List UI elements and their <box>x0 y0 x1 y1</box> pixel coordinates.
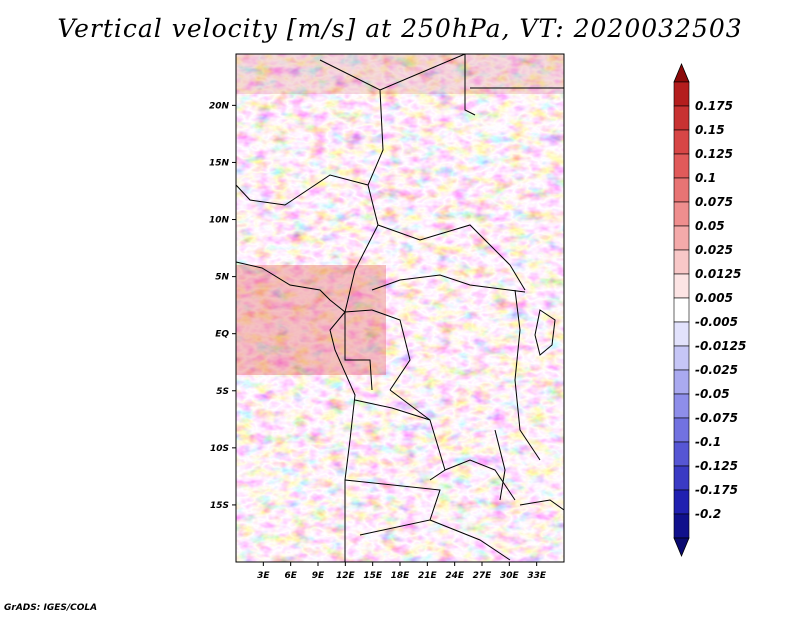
x-tick-label: 21E <box>418 571 438 581</box>
colorbar-swatch-2 <box>673 129 690 155</box>
colorbar-label: 0.025 <box>695 243 733 257</box>
colorbar-label: -0.2 <box>695 507 721 521</box>
colorbar: 0.175 0.15 0.125 0.1 0.075 0.05 0.025 0.0125 0.0… <box>673 62 746 558</box>
colorbar-swatch-6 <box>673 225 690 251</box>
colorbar-swatch-14 <box>673 417 690 443</box>
x-tick-label: 9E <box>312 571 325 581</box>
colorbar-swatch-8 <box>673 273 690 299</box>
colorbar-swatch-17 <box>673 489 690 515</box>
colorbar-label: -0.0125 <box>695 339 746 353</box>
colorbar-label: 0.05 <box>695 219 725 233</box>
x-tick-label: 12E <box>336 571 356 581</box>
colorbar-swatch-9 <box>673 297 690 323</box>
velocity-field <box>236 54 564 562</box>
colorbar-label: 0.075 <box>695 195 733 209</box>
x-tick-label: 3E <box>257 571 270 581</box>
y-axis: 20N 15N 10N 5N EQ 5S 10S 15S <box>209 101 236 511</box>
y-tick-label: 20N <box>209 101 230 111</box>
colorbar-label: -0.175 <box>695 483 738 497</box>
colorbar-label: 0.005 <box>695 291 733 305</box>
x-axis: 3E 6E 9E 12E 15E 18E 21E 24E 27E 30E 33E <box>257 562 547 581</box>
colorbar-label: -0.1 <box>695 435 721 449</box>
colorbar-label: -0.125 <box>695 459 738 473</box>
colorbar-swatch-11 <box>673 345 690 371</box>
colorbar-swatch-10 <box>673 321 690 347</box>
y-tick-label: 10S <box>210 444 229 454</box>
colorbar-swatch-7 <box>673 249 690 275</box>
x-tick-label: 33E <box>527 571 547 581</box>
colorbar-swatch-15 <box>673 441 690 467</box>
x-tick-label: 15E <box>363 571 383 581</box>
colorbar-label: 0.1 <box>695 171 716 185</box>
chart-title: Vertical velocity [m/s] at 250hPa, VT: 2… <box>57 14 743 43</box>
x-tick-label: 30E <box>500 571 520 581</box>
y-tick-label: 15S <box>210 501 229 511</box>
colorbar-swatch-13 <box>673 393 690 419</box>
colorbar-label: -0.005 <box>695 315 738 329</box>
x-tick-label: 18E <box>391 571 411 581</box>
y-tick-label: 10N <box>209 216 230 226</box>
y-tick-label: EQ <box>215 330 229 340</box>
border-lines <box>236 54 564 562</box>
colorbar-label: -0.05 <box>695 387 730 401</box>
y-tick-label: 5S <box>216 387 229 397</box>
credit-label: GrADS: IGES/COLA <box>4 603 98 613</box>
colorbar-swatch-16 <box>673 465 690 491</box>
convective-band <box>236 265 386 375</box>
x-tick-label: 27E <box>473 571 493 581</box>
colorbar-label: -0.025 <box>695 363 738 377</box>
y-tick-label: 5N <box>215 273 229 283</box>
colorbar-swatch-18 <box>673 513 690 539</box>
colorbar-swatch-5 <box>673 201 690 227</box>
x-tick-label: 24E <box>445 571 465 581</box>
colorbar-swatch-3 <box>673 153 690 179</box>
colorbar-label: 0.175 <box>695 99 733 113</box>
colorbar-bottom-arrow <box>673 537 690 558</box>
y-tick-label: 15N <box>209 158 230 168</box>
colorbar-label: -0.075 <box>695 411 738 425</box>
colorbar-label: 0.125 <box>695 147 733 161</box>
northern-band <box>236 54 564 94</box>
colorbar-swatch-12 <box>673 369 690 395</box>
colorbar-swatch-1 <box>673 105 690 131</box>
colorbar-swatch-0 <box>673 81 690 107</box>
colorbar-label: 0.0125 <box>695 267 741 281</box>
x-tick-label: 6E <box>284 571 297 581</box>
colorbar-label: 0.15 <box>695 123 725 137</box>
colorbar-top-arrow <box>673 62 690 83</box>
colorbar-swatch-4 <box>673 177 690 203</box>
